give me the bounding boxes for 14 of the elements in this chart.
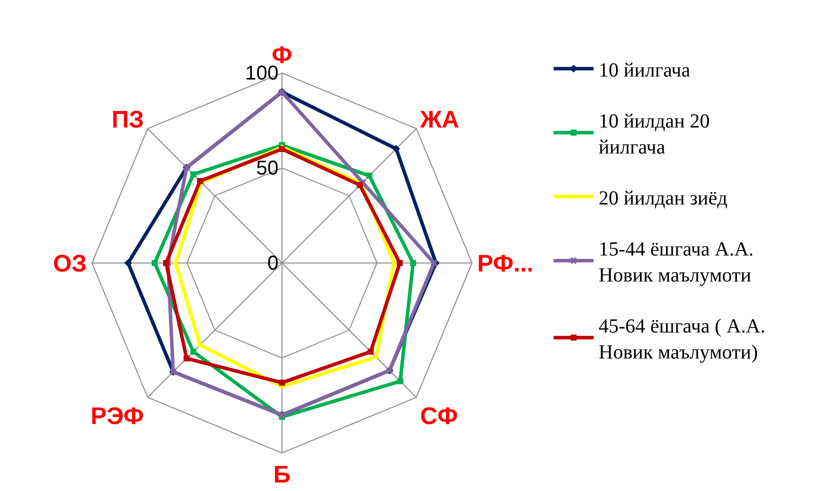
legend-label: 10 йилгача	[598, 59, 690, 82]
spoke-label: Б	[273, 461, 291, 488]
legend-label: 15-44 ёшгача А.А. Новик маълумоти	[598, 238, 754, 286]
spoke-label: СФ	[420, 403, 458, 430]
y-tick-label: 0	[267, 252, 278, 274]
spoke-label: ПЗ	[112, 106, 144, 134]
legend-label: 10 йилдан 20 йилгача	[598, 110, 710, 158]
spoke-label: РФ...	[477, 250, 534, 278]
spoke-label: ОЗ	[52, 250, 87, 278]
legend-label: 20 йилдан зиёд	[598, 187, 728, 210]
spoke-label: РЭФ	[90, 403, 144, 430]
legend-label: 45-64 ёшгача ( А.А. Новик маълумоти)	[598, 315, 766, 364]
spoke-label: ЖА	[419, 106, 460, 134]
y-tick-label: 50	[256, 158, 278, 180]
